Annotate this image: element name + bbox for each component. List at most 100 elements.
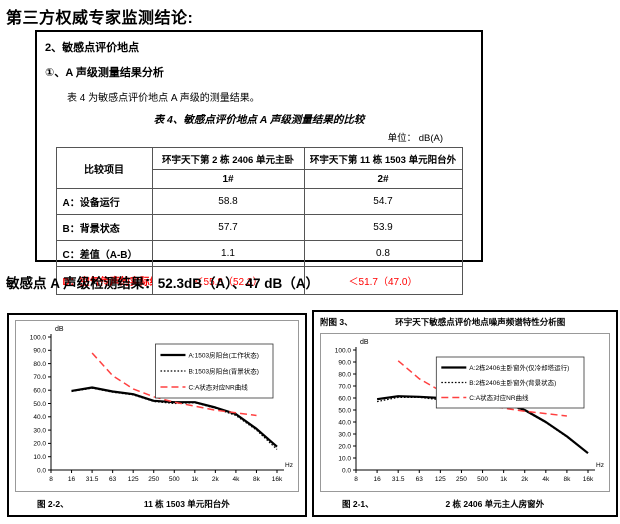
svg-text:10.0: 10.0 bbox=[33, 454, 46, 461]
svg-text:C:A状态对应NR曲线: C:A状态对应NR曲线 bbox=[188, 382, 248, 391]
result-summary: 敏感点 A 声级检测结果：52.3dB（A）、47 dB（A） bbox=[6, 276, 320, 291]
svg-text:50.0: 50.0 bbox=[338, 407, 351, 414]
left-chart-svg: 100.0 90.0 80.0 70.0 60.0 50.0 40.0 30.0 20.0 10.… bbox=[30, 326, 293, 483]
row-value: 58.8 bbox=[151, 188, 305, 215]
svg-text:0.0: 0.0 bbox=[37, 467, 46, 474]
chart-panel-figure-2-1: 附图 3、 环宇天下敏感点评价地点噪声频谱特性分析图 100.0 90.0 80.0… bbox=[312, 310, 618, 517]
svg-text:50.0: 50.0 bbox=[33, 401, 46, 408]
row-value: ＜55.8（52.3） bbox=[151, 266, 305, 295]
svg-text:125: 125 bbox=[435, 476, 446, 483]
svg-text:80.0: 80.0 bbox=[338, 371, 351, 378]
svg-text:2k: 2k bbox=[521, 476, 529, 483]
svg-text:4k: 4k bbox=[232, 476, 240, 483]
figure-caption: 2 栋 2406 单元主人房窗外 bbox=[445, 499, 545, 509]
svg-text:40.0: 40.0 bbox=[338, 419, 351, 426]
row-value: 54.7 bbox=[303, 188, 463, 215]
svg-text:dB: dB bbox=[55, 326, 64, 333]
svg-text:31.5: 31.5 bbox=[392, 476, 405, 483]
svg-text:0.0: 0.0 bbox=[342, 467, 351, 474]
figure-label: 图 2-1、 bbox=[342, 499, 374, 509]
chart-panel-figure-2-2: 100.0 90.0 80.0 70.0 60.0 50.0 40.0 30.0 20.0 10.… bbox=[7, 313, 307, 517]
svg-text:4k: 4k bbox=[542, 476, 550, 483]
row-label: D：空气传声的实际结果 bbox=[55, 266, 153, 295]
svg-text:90.0: 90.0 bbox=[33, 348, 46, 355]
svg-text:30.0: 30.0 bbox=[338, 431, 351, 438]
subheader-cell-2: 2# bbox=[303, 169, 463, 189]
svg-text:63: 63 bbox=[416, 476, 424, 483]
left-chart-frame: 100.0 90.0 80.0 70.0 60.0 50.0 40.0 30.0 20.0 10.… bbox=[15, 320, 299, 492]
right-panel-header: 附图 3、 环宇天下敏感点评价地点噪声频谱特性分析图 bbox=[314, 312, 616, 328]
table-title: 表 4、敏感点评价地点 A 声级测量结果的比较 bbox=[153, 114, 365, 126]
svg-text:70.0: 70.0 bbox=[338, 383, 351, 390]
svg-text:Hz: Hz bbox=[285, 462, 293, 469]
svg-text:500: 500 bbox=[477, 476, 488, 483]
row-label: C：差值（A-B） bbox=[55, 240, 153, 267]
attachment-label: 附图 3、 bbox=[320, 317, 353, 327]
svg-text:20.0: 20.0 bbox=[33, 441, 46, 448]
figure-caption: 11 栋 1503 单元阳台外 bbox=[143, 499, 230, 509]
column-group-header-2: 环宇天下第 11 栋 1503 单元阳台外 bbox=[303, 147, 463, 170]
svg-text:B:2栋2406主卧窗外(背景状态): B:2栋2406主卧窗外(背景状态) bbox=[469, 378, 556, 387]
section-heading: 2、敏感点评价地点 bbox=[45, 42, 140, 54]
svg-text:16: 16 bbox=[373, 476, 381, 483]
svg-text:2k: 2k bbox=[212, 476, 220, 483]
row-value: 1.1 bbox=[151, 240, 305, 267]
right-chart-frame: 100.0 90.0 80.0 70.0 60.0 50.0 40.0 30.0 20.0 10.… bbox=[320, 333, 610, 492]
svg-text:A:2栋2406主卧窗外(仅冷却塔运行): A:2栋2406主卧窗外(仅冷却塔运行) bbox=[469, 363, 569, 372]
row-label: B：背景状态 bbox=[55, 214, 153, 241]
svg-text:63: 63 bbox=[109, 476, 117, 483]
svg-text:80.0: 80.0 bbox=[33, 361, 46, 368]
table-subheader-row: 1# 2# bbox=[56, 169, 463, 189]
svg-text:70.0: 70.0 bbox=[33, 374, 46, 381]
figure-label: 图 2-2、 bbox=[37, 499, 69, 509]
svg-text:100.0: 100.0 bbox=[30, 334, 47, 341]
comparison-table: 比较项目 环宇天下第 2 栋 2406 单元主卧 环宇天下第 11 栋 1503… bbox=[55, 147, 463, 295]
table-row-b: B：背景状态 57.7 53.9 bbox=[55, 214, 463, 241]
svg-text:B:1503房阳台(背景状态): B:1503房阳台(背景状态) bbox=[188, 366, 258, 375]
page-title: 第三方权威专家监测结论: bbox=[6, 10, 194, 27]
subsection-heading: ①、A 声级测量结果分析 bbox=[45, 67, 164, 79]
svg-text:16k: 16k bbox=[583, 476, 594, 483]
svg-text:125: 125 bbox=[128, 476, 139, 483]
column-group-header-1: 环宇天下第 2 栋 2406 单元主卧 bbox=[151, 147, 305, 170]
svg-text:1k: 1k bbox=[191, 476, 199, 483]
svg-text:1k: 1k bbox=[500, 476, 508, 483]
svg-text:Hz: Hz bbox=[596, 462, 604, 469]
intro-text: 表 4 为敏感点评价地点 A 声级的测量结果。 bbox=[67, 93, 260, 104]
svg-text:8k: 8k bbox=[563, 476, 571, 483]
right-caption-row: 图 2-1、 2 栋 2406 单元主人房窗外 bbox=[314, 495, 616, 515]
svg-text:250: 250 bbox=[148, 476, 159, 483]
svg-text:10.0: 10.0 bbox=[338, 455, 351, 462]
row-value: 53.9 bbox=[303, 214, 463, 241]
table-row-d: D：空气传声的实际结果 ＜55.8（52.3） ＜51.7（47.0） bbox=[55, 266, 463, 295]
svg-text:16: 16 bbox=[68, 476, 76, 483]
attachment-title: 环宇天下敏感点评价地点噪声频谱特性分析图 bbox=[395, 317, 566, 327]
row-value: ＜51.7（47.0） bbox=[303, 266, 463, 295]
row-value: 0.8 bbox=[303, 240, 463, 267]
subheader-cell-1: 1# bbox=[151, 169, 305, 189]
report-box: 2、敏感点评价地点 ①、A 声级测量结果分析 表 4 为敏感点评价地点 A 声级… bbox=[35, 30, 483, 295]
table-row-c: C：差值（A-B） 1.1 0.8 bbox=[55, 240, 463, 267]
svg-text:20.0: 20.0 bbox=[338, 443, 351, 450]
svg-text:16k: 16k bbox=[272, 476, 283, 483]
svg-text:A:1503房阳台(工作状态): A:1503房阳台(工作状态) bbox=[188, 350, 258, 359]
svg-text:dB: dB bbox=[360, 339, 369, 346]
svg-text:60.0: 60.0 bbox=[338, 395, 351, 402]
svg-text:C:A状态对应NR曲线: C:A状态对应NR曲线 bbox=[469, 393, 529, 402]
left-caption-row: 图 2-2、 11 栋 1503 单元阳台外 bbox=[9, 495, 305, 515]
svg-text:90.0: 90.0 bbox=[338, 359, 351, 366]
svg-text:100.0: 100.0 bbox=[335, 347, 352, 354]
svg-text:40.0: 40.0 bbox=[33, 414, 46, 421]
corner-header-cell: 比较项目 bbox=[55, 147, 153, 189]
svg-text:8: 8 bbox=[49, 476, 53, 483]
row-label: A：设备运行 bbox=[55, 188, 153, 215]
table-header-row: 比较项目 环宇天下第 2 栋 2406 单元主卧 环宇天下第 11 栋 1503… bbox=[55, 147, 463, 189]
svg-text:250: 250 bbox=[456, 476, 467, 483]
svg-text:500: 500 bbox=[169, 476, 180, 483]
svg-text:8k: 8k bbox=[253, 476, 261, 483]
svg-text:31.5: 31.5 bbox=[86, 476, 99, 483]
svg-text:60.0: 60.0 bbox=[33, 388, 46, 395]
table-row-a: A：设备运行 58.8 54.7 bbox=[55, 188, 463, 215]
svg-text:8: 8 bbox=[354, 476, 358, 483]
row-value: 57.7 bbox=[151, 214, 305, 241]
